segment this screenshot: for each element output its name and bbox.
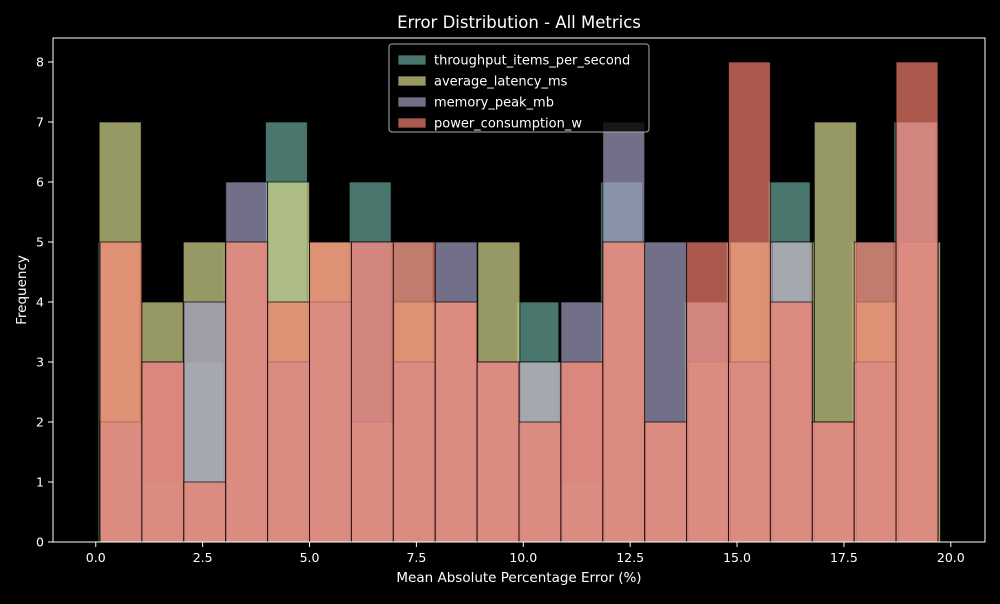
legend-swatch [397, 75, 427, 87]
x-tick-label: 0.0 [86, 550, 106, 565]
y-tick-label: 5 [36, 235, 44, 250]
x-tick-label: 7.5 [406, 550, 426, 565]
legend-box [388, 43, 650, 133]
y-axis-label: Frequency [14, 255, 30, 325]
legend: throughput_items_per_second average_laten… [388, 43, 650, 133]
x-tick-label: 2.5 [193, 550, 213, 565]
histogram-bar [602, 241, 646, 543]
histogram-bar [769, 301, 813, 543]
histogram-bar [267, 301, 311, 543]
y-axis: 0 1 2 3 4 5 6 7 8 [36, 55, 53, 550]
y-tick-label: 0 [36, 535, 44, 550]
bars-layer [97, 61, 942, 543]
x-tick-label: 17.5 [830, 550, 858, 565]
legend-item: average_latency_ms [397, 75, 568, 90]
legend-label: throughput_items_per_second [434, 54, 630, 69]
x-axis: 0.0 2.5 5.0 7.5 10.0 12.5 15.0 17.5 20.0 [86, 542, 965, 565]
x-tick-label: 10.0 [509, 550, 537, 565]
legend-label: power_consumption_w [434, 117, 582, 132]
histogram-bar [476, 361, 520, 543]
legend-swatch [397, 117, 427, 129]
histogram-bar [644, 421, 688, 543]
histogram-bar [727, 61, 771, 543]
legend-swatch [397, 54, 427, 66]
y-tick-label: 2 [36, 415, 44, 430]
y-tick-label: 7 [36, 115, 44, 130]
histogram-bar [99, 241, 143, 543]
histogram-bar [141, 361, 185, 543]
plot-frame [52, 37, 986, 543]
legend-item: memory_peak_mb [397, 96, 554, 111]
histogram-bar [518, 421, 562, 543]
legend-label: average_latency_ms [434, 75, 568, 90]
legend-item: throughput_items_per_second [397, 54, 630, 69]
y-tick-label: 3 [36, 355, 44, 370]
x-tick-label: 5.0 [300, 550, 320, 565]
x-tick-label: 12.5 [616, 550, 644, 565]
x-tick-label: 20.0 [937, 550, 965, 565]
y-tick-label: 8 [36, 55, 44, 70]
histogram-bar [392, 241, 436, 543]
histogram-bar [183, 481, 227, 543]
histogram-bar [350, 241, 394, 543]
x-tick-label: 15.0 [723, 550, 751, 565]
y-tick-label: 1 [36, 475, 44, 490]
legend-swatch [397, 96, 427, 108]
histogram-bar [895, 61, 939, 543]
legend-label: memory_peak_mb [434, 96, 554, 111]
histogram-bar [560, 361, 604, 543]
series-power_consumption_w [99, 61, 939, 543]
histogram-bar [434, 301, 478, 543]
legend-item: power_consumption_w [397, 117, 582, 132]
histogram-bar [686, 241, 729, 543]
chart-title: Error Distribution - All Metrics [397, 13, 641, 32]
histogram-bar [225, 241, 269, 543]
histogram-bar [853, 241, 897, 543]
histogram-bar [811, 421, 855, 543]
y-tick-label: 4 [36, 295, 44, 310]
y-tick-label: 6 [36, 175, 44, 190]
x-axis-label: Mean Absolute Percentage Error (%) [396, 570, 641, 586]
histogram-bar [309, 241, 352, 543]
